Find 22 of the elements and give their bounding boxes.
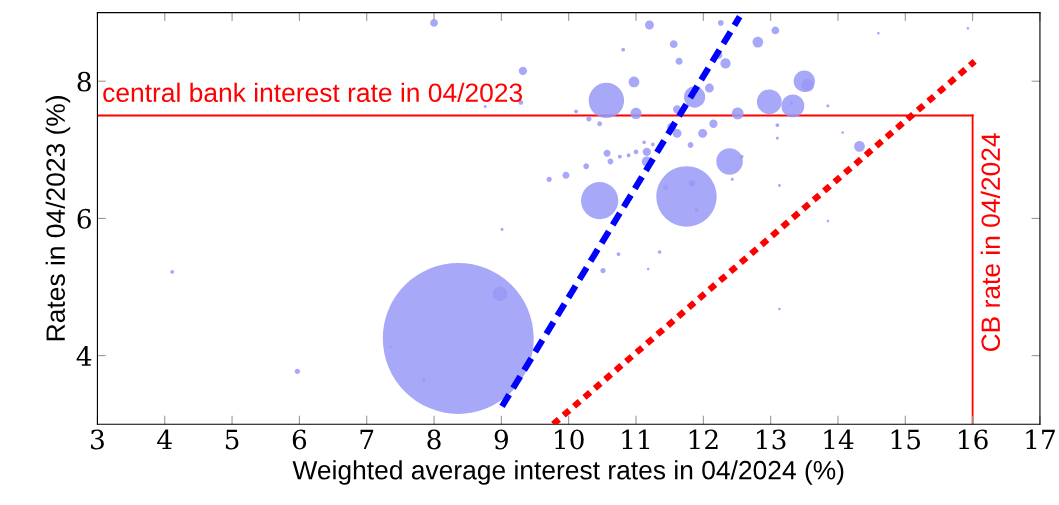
ref-line-label: central bank interest rate in 04/2023 [103, 82, 522, 103]
x-tick-label: 5 [225, 429, 239, 450]
x-tick-label: 4 [157, 429, 172, 450]
x-tick-label: 17 [1026, 429, 1055, 450]
x-tick-label: 3 [91, 429, 104, 450]
x-tick-label: 15 [891, 429, 921, 450]
y-tick-label: 8 [77, 71, 91, 92]
x-tick-label: 9 [494, 429, 508, 450]
y-axis-title: Rates in 04/2023 (%) [45, 96, 71, 341]
x-tick-label: 10 [555, 429, 584, 450]
x-axis-title: Weighted average interest rates in 04/2024 (%) [292, 460, 844, 485]
x-tick-label: 13 [757, 429, 786, 450]
x-tick-label: 14 [824, 429, 854, 450]
x-tick-label: 8 [427, 429, 441, 450]
x-tick-label: 6 [292, 429, 307, 450]
x-tick-label: 16 [959, 429, 988, 450]
ref-line-label: CB rate in 04/2024 [980, 133, 1001, 352]
y-tick-label: 4 [76, 346, 92, 366]
x-tick-label: 11 [622, 429, 650, 450]
x-tick-label: 12 [689, 429, 718, 450]
y-tick-label: 6 [77, 208, 91, 229]
x-tick-label: 7 [360, 429, 374, 450]
